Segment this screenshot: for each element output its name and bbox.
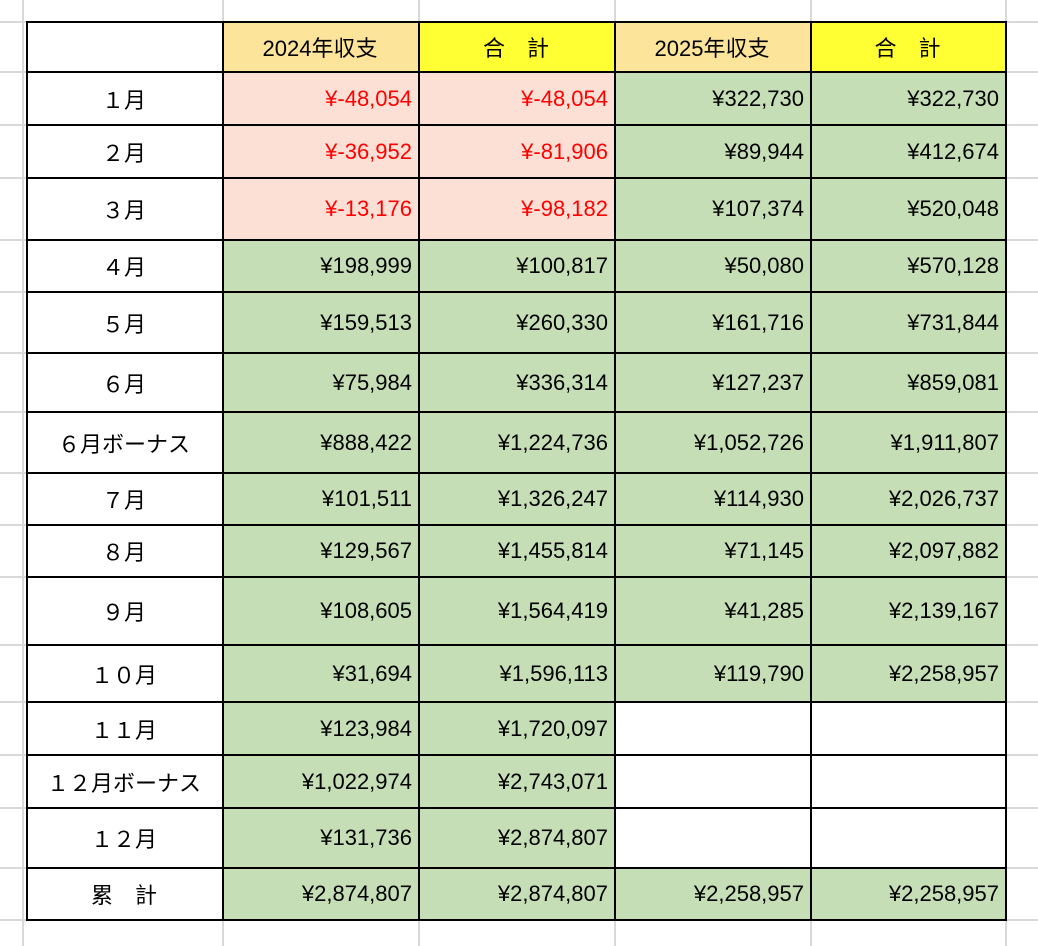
cell-2025[interactable]: ¥114,930 [614, 472, 812, 526]
header-cell-blank[interactable] [26, 21, 224, 73]
header-2024[interactable]: 2024年収支 [222, 21, 420, 73]
income-table: 2024年収支 合 計 2025年収支 合 計 １月 ¥-48,054 ¥-48,0… [26, 21, 1007, 921]
cell-2025[interactable]: ¥1,052,726 [614, 411, 812, 474]
cell-2025-total[interactable] [810, 807, 1007, 869]
cell-2025[interactable]: ¥161,716 [614, 291, 812, 354]
cell-2025[interactable]: ¥41,285 [614, 576, 812, 646]
cell-2025-total[interactable]: ¥2,258,957 [810, 644, 1007, 703]
table-row: ４月 ¥198,999 ¥100,817 ¥50,080 ¥570,128 [26, 239, 1007, 293]
row-label[interactable]: ６月ボーナス [26, 411, 224, 474]
cell-2024[interactable]: ¥75,984 [222, 352, 420, 413]
table-row: ６月ボーナス ¥888,422 ¥1,224,736 ¥1,052,726 ¥1,911… [26, 411, 1007, 474]
row-label[interactable]: １０月 [26, 644, 224, 703]
cell-2025[interactable]: ¥107,374 [614, 177, 812, 241]
cell-2025-total[interactable]: ¥2,139,167 [810, 576, 1007, 646]
cell-2024-total[interactable]: ¥260,330 [418, 291, 616, 354]
cell-2024-total[interactable]: ¥1,326,247 [418, 472, 616, 526]
table-row: １２月ボーナス ¥1,022,974 ¥2,743,071 [26, 754, 1007, 809]
cell-2024-total[interactable]: ¥1,596,113 [418, 644, 616, 703]
cell-2024-total[interactable]: ¥100,817 [418, 239, 616, 293]
header-row: 2024年収支 合 計 2025年収支 合 計 [26, 21, 1007, 73]
cell-2025[interactable]: ¥119,790 [614, 644, 812, 703]
cell-2025[interactable]: ¥322,730 [614, 71, 812, 126]
header-2024-total[interactable]: 合 計 [418, 21, 616, 73]
table-row: １月 ¥-48,054 ¥-48,054 ¥322,730 ¥322,730 [26, 71, 1007, 126]
row-label[interactable]: ４月 [26, 239, 224, 293]
cell-2025[interactable] [614, 701, 812, 756]
cell-2024[interactable]: ¥-13,176 [222, 177, 420, 241]
cell-2025-total[interactable]: ¥520,048 [810, 177, 1007, 241]
table-row: １１月 ¥123,984 ¥1,720,097 [26, 701, 1007, 756]
row-label[interactable]: １２月 [26, 807, 224, 869]
cell-2024[interactable]: ¥-48,054 [222, 71, 420, 126]
row-label[interactable]: ２月 [26, 124, 224, 179]
table-row: ３月 ¥-13,176 ¥-98,182 ¥107,374 ¥520,048 [26, 177, 1007, 241]
cell-2024[interactable]: ¥2,874,807 [222, 867, 420, 921]
cell-2024-total[interactable]: ¥1,455,814 [418, 524, 616, 578]
cell-2024[interactable]: ¥888,422 [222, 411, 420, 474]
cell-2024-total[interactable]: ¥1,720,097 [418, 701, 616, 756]
row-label[interactable]: ８月 [26, 524, 224, 578]
cell-2024[interactable]: ¥1,022,974 [222, 754, 420, 809]
cell-2025-total[interactable]: ¥2,258,957 [810, 867, 1007, 921]
row-label[interactable]: ９月 [26, 576, 224, 646]
table-row: １２月 ¥131,736 ¥2,874,807 [26, 807, 1007, 869]
cell-2025[interactable] [614, 807, 812, 869]
cell-2025[interactable]: ¥127,237 [614, 352, 812, 413]
table-row: ８月 ¥129,567 ¥1,455,814 ¥71,145 ¥2,097,882 [26, 524, 1007, 578]
cell-2024[interactable]: ¥198,999 [222, 239, 420, 293]
table-row: ５月 ¥159,513 ¥260,330 ¥161,716 ¥731,844 [26, 291, 1007, 354]
cell-2024-total[interactable]: ¥336,314 [418, 352, 616, 413]
cell-2024[interactable]: ¥-36,952 [222, 124, 420, 179]
cell-2025-total[interactable]: ¥2,097,882 [810, 524, 1007, 578]
cell-2025-total[interactable]: ¥731,844 [810, 291, 1007, 354]
row-label[interactable]: １２月ボーナス [26, 754, 224, 809]
row-label[interactable]: 累 計 [26, 867, 224, 921]
cell-2024[interactable]: ¥101,511 [222, 472, 420, 526]
cell-2024-total[interactable]: ¥2,874,807 [418, 867, 616, 921]
row-label[interactable]: １１月 [26, 701, 224, 756]
table-row: ６月 ¥75,984 ¥336,314 ¥127,237 ¥859,081 [26, 352, 1007, 413]
cell-2024[interactable]: ¥31,694 [222, 644, 420, 703]
cell-2025-total[interactable]: ¥570,128 [810, 239, 1007, 293]
cell-2024[interactable]: ¥123,984 [222, 701, 420, 756]
cell-2024-total[interactable]: ¥2,874,807 [418, 807, 616, 869]
row-label[interactable]: １月 [26, 71, 224, 126]
cell-2025-total[interactable] [810, 754, 1007, 809]
cell-2025[interactable]: ¥50,080 [614, 239, 812, 293]
cell-2025[interactable]: ¥71,145 [614, 524, 812, 578]
table-row: １０月 ¥31,694 ¥1,596,113 ¥119,790 ¥2,258,957 [26, 644, 1007, 703]
cell-2025-total[interactable] [810, 701, 1007, 756]
cell-2024-total[interactable]: ¥-81,906 [418, 124, 616, 179]
table-row: ２月 ¥-36,952 ¥-81,906 ¥89,944 ¥412,674 [26, 124, 1007, 179]
row-label[interactable]: ７月 [26, 472, 224, 526]
cell-2024-total[interactable]: ¥-48,054 [418, 71, 616, 126]
cell-2024-total[interactable]: ¥-98,182 [418, 177, 616, 241]
table-row: ９月 ¥108,605 ¥1,564,419 ¥41,285 ¥2,139,167 [26, 576, 1007, 646]
cell-2025-total[interactable]: ¥2,026,737 [810, 472, 1007, 526]
cell-2025-total[interactable]: ¥322,730 [810, 71, 1007, 126]
header-2025-total[interactable]: 合 計 [810, 21, 1007, 73]
cell-2025[interactable]: ¥89,944 [614, 124, 812, 179]
cell-2025-total[interactable]: ¥1,911,807 [810, 411, 1007, 474]
cell-2025[interactable]: ¥2,258,957 [614, 867, 812, 921]
cell-2025-total[interactable]: ¥412,674 [810, 124, 1007, 179]
cell-2024-total[interactable]: ¥1,224,736 [418, 411, 616, 474]
table-row: ７月 ¥101,511 ¥1,326,247 ¥114,930 ¥2,026,737 [26, 472, 1007, 526]
cell-2024[interactable]: ¥131,736 [222, 807, 420, 869]
cell-2025[interactable] [614, 754, 812, 809]
cell-2024[interactable]: ¥108,605 [222, 576, 420, 646]
cell-2024-total[interactable]: ¥1,564,419 [418, 576, 616, 646]
cell-2024[interactable]: ¥159,513 [222, 291, 420, 354]
header-2025[interactable]: 2025年収支 [614, 21, 812, 73]
cell-2025-total[interactable]: ¥859,081 [810, 352, 1007, 413]
row-label[interactable]: ３月 [26, 177, 224, 241]
table-row: 累 計 ¥2,874,807 ¥2,874,807 ¥2,258,957 ¥2,258,… [26, 867, 1007, 921]
row-label[interactable]: ５月 [26, 291, 224, 354]
row-label[interactable]: ６月 [26, 352, 224, 413]
cell-2024[interactable]: ¥129,567 [222, 524, 420, 578]
cell-2024-total[interactable]: ¥2,743,071 [418, 754, 616, 809]
